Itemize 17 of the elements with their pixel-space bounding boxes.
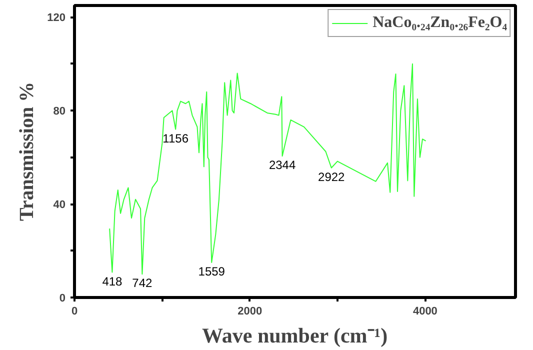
x-tick-label: 4000 (412, 306, 438, 318)
x-axis-title: Wave number (cm⁻¹) (202, 324, 388, 348)
line-series (109, 63, 426, 275)
y-tick-label: 0 (59, 292, 66, 304)
annotation: 742 (132, 276, 153, 290)
y-tick-label: 120 (47, 12, 66, 24)
annotation: 1559 (198, 264, 226, 278)
annotation: 2922 (318, 170, 346, 184)
legend-label: NaCo₀.₂₄Zn₀.₂₆Fe₂O₄ (372, 13, 507, 33)
x-tick-label: 0 (71, 306, 78, 318)
y-tick-label: 40 (53, 199, 66, 212)
x-tick-label: 2000 (238, 306, 262, 318)
annotation: 418 (102, 274, 123, 288)
annotation: 1156 (162, 131, 189, 146)
y-tick-label: 80 (53, 106, 66, 118)
y-axis-title: Transmission % (16, 82, 38, 222)
annotation: 2344 (268, 158, 296, 172)
